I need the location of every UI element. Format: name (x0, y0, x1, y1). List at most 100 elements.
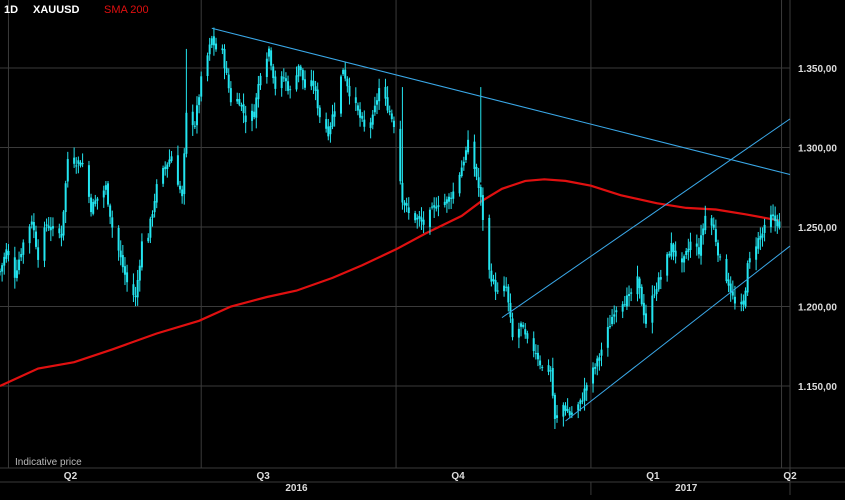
candle-body (227, 74, 230, 89)
candle-body (526, 333, 529, 339)
candle (60, 225, 63, 247)
trendline-channel-upper (501, 118, 791, 319)
timeframe-label[interactable]: 1D (4, 4, 19, 16)
candle (318, 105, 321, 124)
candle (206, 52, 209, 82)
candle (509, 293, 512, 323)
candle (462, 156, 465, 171)
candle (96, 196, 99, 210)
candle-body (22, 242, 25, 255)
candle-body (386, 97, 389, 111)
candle (316, 82, 319, 116)
candle (710, 215, 713, 236)
candle (562, 402, 565, 427)
candle-body (94, 200, 97, 204)
candle (361, 112, 364, 122)
candle-body (488, 217, 491, 270)
candle-body (73, 157, 76, 164)
quarter-label: Q3 (257, 471, 271, 482)
candle-body (238, 99, 241, 105)
candle-body (223, 49, 226, 69)
candle (628, 285, 631, 307)
candle-body (212, 36, 215, 46)
candle-body (388, 110, 391, 113)
candle-body (477, 177, 480, 188)
candle-body (539, 360, 542, 366)
candle-body (229, 88, 232, 103)
candle-body (295, 75, 298, 90)
candle-body (613, 314, 616, 317)
candle (659, 269, 662, 290)
candle-body (541, 366, 544, 368)
candle-body (327, 126, 330, 137)
candle (704, 205, 707, 235)
candle (481, 187, 484, 231)
candle-body (28, 226, 31, 244)
candle-body (644, 313, 647, 324)
candle-body (371, 114, 374, 125)
candle-body (342, 69, 345, 75)
candle (62, 210, 65, 241)
candle-body (259, 75, 262, 86)
candle (517, 322, 520, 349)
candle-body (151, 214, 154, 218)
candle-body (123, 266, 126, 275)
candle (18, 251, 21, 275)
indicator-label[interactable]: SMA 200 (104, 4, 149, 16)
candle (200, 71, 203, 102)
candle (212, 27, 215, 56)
candle (181, 185, 184, 204)
symbol-label[interactable]: XAUUSD (33, 4, 80, 16)
candle-body (392, 120, 395, 128)
candle-body (51, 226, 54, 229)
candle-body (452, 191, 455, 199)
candle (378, 78, 381, 110)
candle-body (566, 408, 569, 412)
candle (310, 69, 313, 91)
indicative-price-note: Indicative price (15, 457, 82, 468)
candle (689, 232, 692, 258)
candle (551, 357, 554, 399)
candle (208, 37, 211, 61)
candle (503, 276, 506, 297)
candle-body (183, 153, 186, 195)
candle-body (43, 227, 46, 261)
candle-body (96, 198, 99, 201)
candle (418, 210, 421, 227)
candle-body (748, 258, 751, 263)
candle (598, 353, 601, 371)
candle (299, 64, 302, 77)
candle-body (689, 241, 692, 251)
candle-body (274, 76, 277, 89)
candle-body (242, 104, 245, 114)
candle-body (611, 316, 614, 324)
candle (697, 238, 700, 259)
candle-body (18, 259, 21, 271)
candle (716, 239, 719, 263)
candle-body (329, 126, 332, 135)
candle-body (462, 161, 465, 166)
candle (642, 294, 645, 324)
candle-body (333, 111, 336, 117)
candle-body (373, 105, 376, 113)
candle (66, 151, 69, 188)
quarter-label: Q1 (646, 471, 660, 482)
candle-body (221, 48, 224, 51)
candle (613, 305, 616, 325)
candle-body (666, 254, 669, 276)
candle (107, 180, 110, 207)
candle (407, 197, 410, 220)
y-tick-label: 1.350,00 (798, 64, 837, 75)
candle-body (685, 250, 688, 255)
candle (388, 105, 391, 116)
candle-body (405, 203, 408, 206)
candle (259, 73, 262, 90)
candle (109, 203, 112, 225)
candle-body (280, 76, 283, 89)
candle-body (62, 211, 65, 236)
x-axis: Q2 Q3 Q4 Q1 Q2 2016 2017 (64, 471, 797, 495)
candle-body (20, 253, 23, 258)
candle (712, 217, 715, 230)
candle-body (719, 256, 722, 258)
